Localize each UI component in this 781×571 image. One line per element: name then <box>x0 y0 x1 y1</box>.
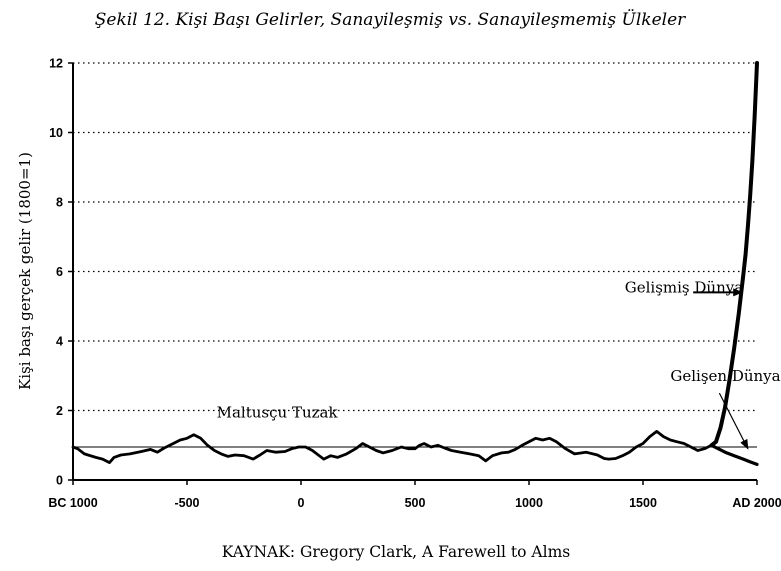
y-tick-label-2: 2 <box>56 404 63 418</box>
annotation-label-2: Maltusçu Tuzak <box>217 403 339 421</box>
x-tick-label-AD 2000: AD 2000 <box>732 496 781 510</box>
x-tick-label-500: 500 <box>405 496 426 510</box>
y-tick-label-8: 8 <box>56 196 63 210</box>
annotation-label-0: Gelişmiş Dünya <box>625 278 743 296</box>
x-tick-label-BC 1000: BC 1000 <box>48 496 97 510</box>
gridlines <box>73 62 757 412</box>
chart-title: Şekil 12. Kişi Başı Gelirler, Sanayileşm… <box>95 9 686 30</box>
series-line-developing <box>709 443 759 466</box>
annotation-arrow-1 <box>718 392 749 450</box>
x-tick-label-1500: 1500 <box>629 496 657 510</box>
x-tick-label-1000: 1000 <box>515 496 543 510</box>
y-tick-labels: 0 2 4 6 8 10 12 <box>49 57 63 488</box>
annotations: Gelişmiş Dünya Gelişen Dünya Maltusçu Tuza… <box>217 278 781 450</box>
x-tick-label--500: -500 <box>174 496 199 510</box>
series-line-malthusian <box>71 430 713 464</box>
y-tick-label-4: 4 <box>56 335 63 349</box>
annotation-label-1: Gelişen Dünya <box>670 367 780 385</box>
axes <box>68 62 758 485</box>
y-tick-label-6: 6 <box>56 265 63 279</box>
y-axis-label: Kişi başı gerçek gelir (1800=1) <box>16 152 34 390</box>
series-group <box>71 61 759 466</box>
y-tick-label-0: 0 <box>56 474 63 488</box>
x-tick-label-0: 0 <box>298 496 305 510</box>
source-note: KAYNAK: Gregory Clark, A Farewell to Alm… <box>222 543 571 561</box>
series-line-developed <box>709 61 759 448</box>
y-tick-label-12: 12 <box>49 57 63 71</box>
x-tick-labels: BC 1000 -500 0 500 1000 1500 AD 2000 <box>48 496 781 510</box>
y-tick-label-10: 10 <box>49 126 63 140</box>
